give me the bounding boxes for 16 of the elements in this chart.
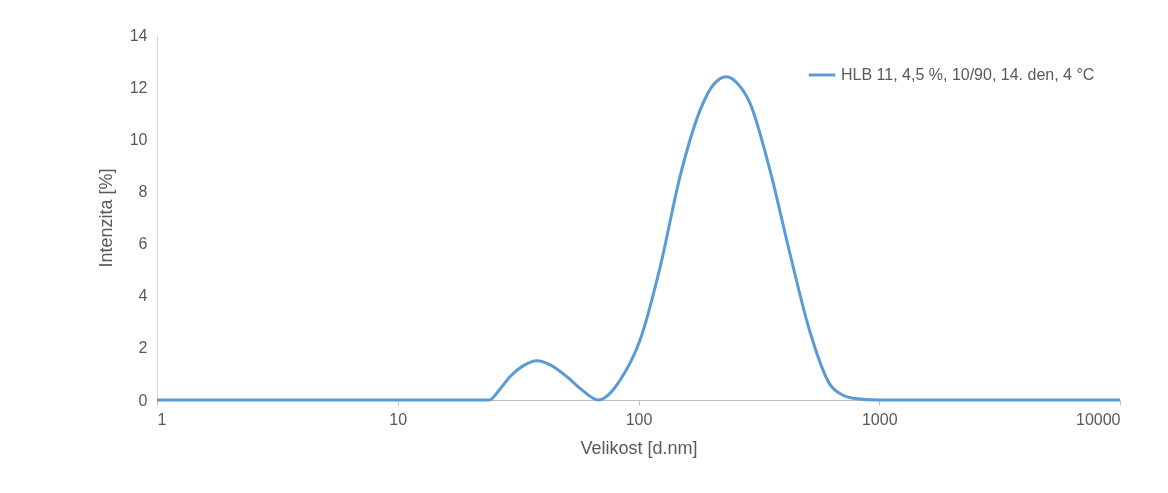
x-tick-label: 10 xyxy=(389,410,408,428)
x-tick-label: 10000 xyxy=(1076,410,1121,428)
x-tick-label: 1 xyxy=(157,410,167,428)
x-tick-label: 100 xyxy=(625,410,653,428)
y-tick-label: 14 xyxy=(129,26,148,44)
x-tick-label: 1000 xyxy=(861,410,898,428)
y-axis-title: Intenzita [%] xyxy=(95,168,116,268)
x-axis-title: Velikost [d.nm] xyxy=(580,437,698,458)
legend-label: HLB 11, 4,5 %, 10/90, 14. den, 4 °C xyxy=(841,66,1095,83)
y-tick-label: 10 xyxy=(129,130,148,148)
y-tick-label: 4 xyxy=(138,287,148,305)
y-tick-label: 8 xyxy=(138,182,148,200)
y-tick-label: 12 xyxy=(129,78,148,96)
y-tick-label: 6 xyxy=(138,235,148,253)
y-tick-label: 2 xyxy=(138,339,148,357)
y-tick-label: 0 xyxy=(138,391,148,409)
